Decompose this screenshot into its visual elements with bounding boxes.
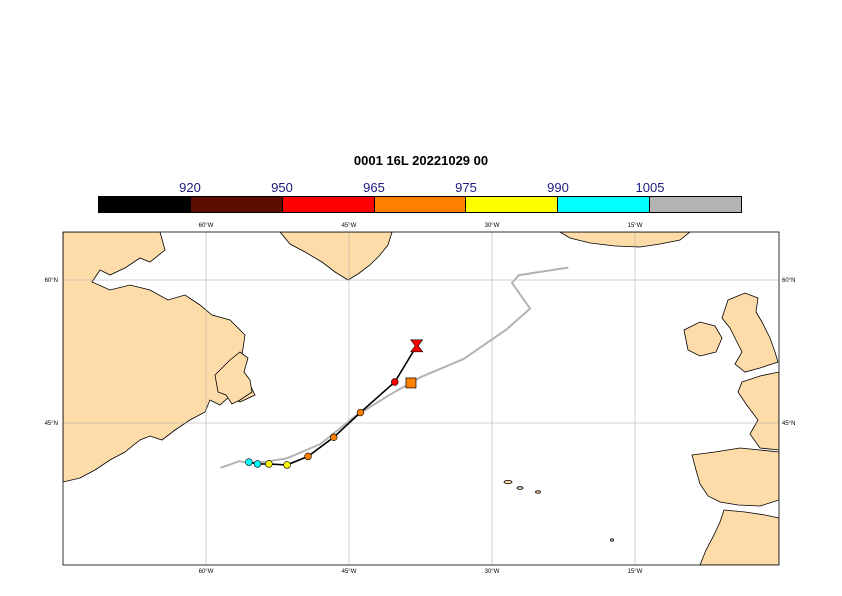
- colorbar-segment: [282, 197, 375, 212]
- iberia-land: [691, 447, 779, 507]
- track-point: [283, 461, 291, 469]
- colorbar-label: 975: [455, 180, 477, 195]
- africa-land: [699, 509, 779, 565]
- island: [610, 538, 614, 542]
- graticule: [63, 232, 779, 565]
- lon-label-top: 15°W: [628, 223, 643, 229]
- island: [516, 486, 524, 490]
- newfoundland-land: [214, 351, 253, 405]
- track-point: [245, 458, 253, 466]
- greenland-land: [279, 232, 393, 281]
- france-land: [737, 371, 779, 451]
- lon-label-top: 60°W: [199, 223, 214, 229]
- lon-label-top: 45°W: [342, 223, 357, 229]
- colorbar-segment: [558, 197, 651, 212]
- lon-label-bottom: 60°W: [199, 569, 214, 575]
- island: [503, 479, 513, 484]
- colorbar-segment: [190, 197, 283, 212]
- colorbar-segment: [650, 197, 742, 212]
- colorbar-segment: [374, 197, 467, 212]
- colorbar-label: 920: [179, 180, 201, 195]
- analysis-marker: [405, 377, 417, 389]
- colorbar-segment: [99, 197, 191, 212]
- track-point: [391, 378, 399, 386]
- track-point: [330, 433, 338, 441]
- lat-label-right: 45°N: [782, 421, 795, 427]
- lon-label-top: 30°W: [485, 223, 500, 229]
- lon-label-bottom: 45°W: [342, 569, 357, 575]
- colorbar-label: 965: [363, 180, 385, 195]
- colorbar-segment: [466, 197, 559, 212]
- ireland-land: [683, 321, 723, 357]
- lon-label-bottom: 15°W: [628, 569, 643, 575]
- page-title: 0001 16L 20221029 00: [353, 153, 489, 168]
- lon-label-bottom: 30°W: [485, 569, 500, 575]
- colorbar-label: 950: [271, 180, 293, 195]
- colorbar-label: 1005: [635, 180, 665, 195]
- end-marker: [410, 339, 424, 353]
- track-point: [253, 460, 262, 468]
- lat-label-left: 60°N: [45, 278, 58, 284]
- lat-label-right: 60°N: [782, 278, 795, 284]
- pressure-colorbar: [98, 196, 742, 213]
- colorbar-label: 990: [547, 180, 569, 195]
- iceland-land: [559, 232, 691, 248]
- track-layer: [219, 266, 569, 469]
- track-point: [304, 452, 312, 461]
- land-layer: [63, 232, 779, 565]
- lat-label-left: 45°N: [45, 421, 58, 427]
- track-point: [356, 408, 365, 417]
- map-frame: [62, 231, 780, 566]
- track-point: [265, 460, 273, 468]
- island: [535, 490, 541, 494]
- great-britain-land: [721, 292, 779, 373]
